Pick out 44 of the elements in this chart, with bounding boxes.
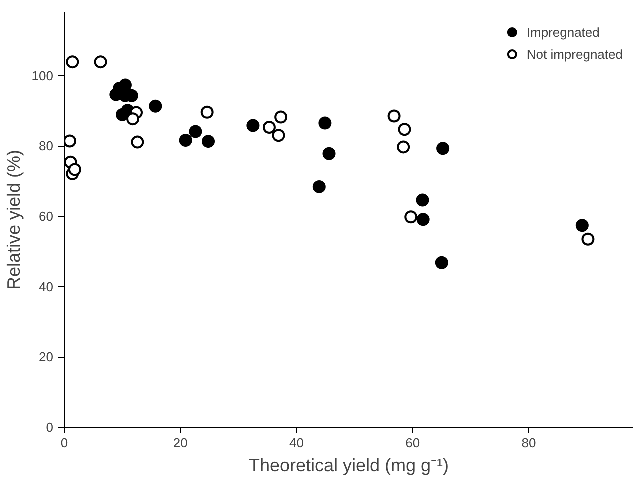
point (66, 56, 80, 69)
y-tick-label: 100 (32, 68, 54, 84)
point (398, 123, 412, 136)
point (149, 100, 162, 113)
point (68, 163, 82, 176)
point (246, 119, 260, 132)
x-axis-title: Theoretical yield (mg g⁻¹) (248, 456, 450, 476)
point (272, 129, 286, 142)
x-tick-label: 80 (522, 436, 536, 450)
y-tick-label: 60 (39, 208, 54, 224)
y-tick-label: 80 (39, 138, 54, 154)
point (202, 135, 215, 148)
y-axis-title: Relative yield (%) (4, 150, 24, 290)
point (126, 112, 140, 126)
point (262, 121, 276, 134)
x-tick-label: 60 (406, 436, 420, 450)
point (318, 116, 332, 130)
legend-label: Not impregnated (526, 46, 623, 62)
x-tick-label: 20 (173, 436, 188, 450)
point (576, 219, 589, 232)
x-tick-label: 40 (290, 436, 304, 450)
point (416, 213, 430, 226)
y-tick-label: 0 (46, 420, 54, 435)
point (200, 106, 214, 119)
point (404, 210, 418, 224)
legend-label: Impregnated (526, 24, 600, 40)
point (274, 110, 288, 124)
point (179, 134, 192, 148)
point (131, 136, 144, 149)
point (388, 110, 401, 123)
point (397, 140, 410, 154)
point (189, 125, 202, 138)
point (582, 232, 595, 246)
point (435, 256, 448, 270)
point (64, 134, 77, 148)
point (94, 56, 108, 69)
y-tick-label: 40 (39, 279, 54, 294)
y-tick-label: 20 (39, 350, 54, 365)
point (118, 78, 132, 92)
point (416, 194, 430, 207)
x-tick-label: 0 (60, 436, 68, 450)
point (436, 142, 450, 156)
point (312, 180, 326, 194)
point (322, 147, 336, 160)
